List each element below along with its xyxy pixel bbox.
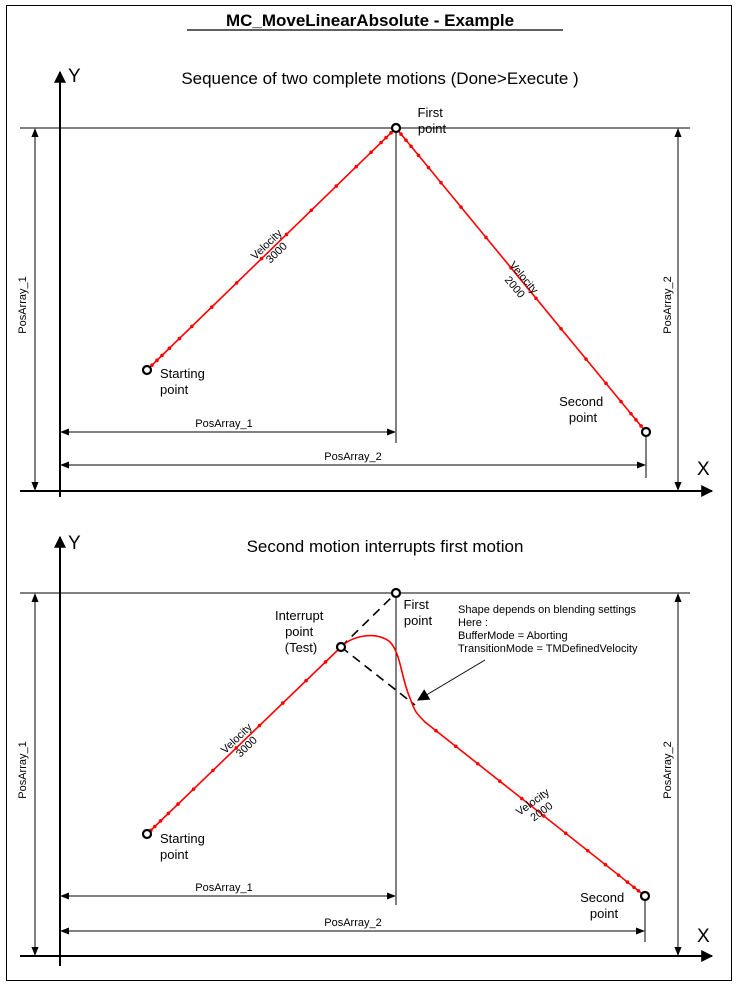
velocity-sample-dot bbox=[604, 381, 608, 386]
panel-2-second-label: Second point bbox=[580, 890, 628, 921]
velocity-sample-dot bbox=[384, 135, 388, 140]
panel-1-second-point bbox=[640, 426, 652, 438]
velocity-sample-dot bbox=[559, 326, 563, 331]
panel-2-interrupt-label: Interrupt point (Test) bbox=[275, 608, 327, 655]
panel-1-dim-y2-label: PosArray_2 bbox=[662, 276, 674, 333]
panel-2-starting-point bbox=[141, 828, 153, 840]
panel-1-velocity-samples bbox=[150, 131, 643, 428]
panel-1-second-label: Second point bbox=[559, 394, 607, 425]
velocity-sample-dot bbox=[176, 802, 180, 806]
velocity-sample-dot bbox=[416, 153, 421, 158]
panel-2: Second motion interrupts first motion Y … bbox=[17, 533, 714, 966]
velocity-sample-dot bbox=[632, 885, 636, 890]
velocity-sample-dot bbox=[160, 353, 164, 358]
velocity-sample-dot bbox=[498, 779, 502, 783]
panel-1-dim-x2-label: PosArray_2 bbox=[324, 451, 381, 463]
velocity-sample-dot bbox=[520, 796, 524, 801]
panel-2-planned-path-to-second bbox=[340, 646, 416, 706]
panel-2-x-axis-label: X bbox=[697, 926, 710, 947]
velocity-sample-dot bbox=[459, 205, 463, 209]
panel-2-dim-x2-label: PosArray_2 bbox=[324, 917, 381, 929]
velocity-sample-dot bbox=[190, 324, 194, 329]
velocity-sample-dot bbox=[534, 296, 538, 301]
velocity-sample-dot bbox=[584, 357, 588, 361]
panel-1-dim-x1-label: PosArray_1 bbox=[195, 418, 252, 430]
velocity-sample-dot bbox=[155, 358, 159, 363]
velocity-sample-dot bbox=[259, 256, 264, 261]
panel-2-planned-path-to-first bbox=[340, 592, 397, 648]
velocity-sample-dot bbox=[334, 184, 339, 188]
velocity-sample-dot bbox=[281, 701, 285, 705]
velocity-sample-dot bbox=[564, 831, 568, 836]
velocity-sample-dot bbox=[354, 164, 358, 169]
velocity-sample-dot bbox=[625, 880, 630, 884]
velocity-sample-dot bbox=[454, 744, 458, 749]
velocity-sample-dot bbox=[484, 235, 488, 240]
velocity-sample-dot bbox=[209, 305, 214, 309]
panel-2-interrupt-point bbox=[335, 641, 347, 653]
panel-2-subtitle: Second motion interrupts first motion bbox=[247, 537, 524, 556]
velocity-sample-dot bbox=[166, 811, 171, 816]
panel-2-dim-y2-label: PosArray_2 bbox=[662, 741, 674, 798]
panel-1: Sequence of two complete motions (Done>E… bbox=[17, 66, 714, 497]
panel-2-blending-note: Shape depends on blending settings Here … bbox=[458, 604, 639, 655]
velocity-sample-dot bbox=[586, 848, 590, 853]
panel-1-first-point bbox=[390, 122, 402, 134]
panel-2-dim-y1-label: PosArray_1 bbox=[17, 741, 29, 798]
panel-2-note-arrow bbox=[416, 659, 486, 701]
velocity-sample-dot bbox=[284, 232, 289, 237]
panel-2-velocity-2-label: Velocity 2000 bbox=[514, 785, 562, 829]
velocity-sample-dot bbox=[426, 165, 431, 170]
panel-1-first-label: First point bbox=[418, 105, 447, 136]
velocity-sample-dot bbox=[152, 824, 157, 829]
velocity-sample-dot bbox=[434, 728, 438, 733]
panel-1-dim-y1-label: PosArray_1 bbox=[17, 276, 29, 333]
velocity-sample-dot bbox=[177, 336, 182, 341]
velocity-sample-dot bbox=[634, 418, 638, 422]
velocity-sample-dot bbox=[639, 424, 643, 428]
panel-1-starting-point bbox=[141, 364, 153, 376]
velocity-sample-dot bbox=[629, 411, 633, 416]
panel-2-dim-x1-label: PosArray_1 bbox=[195, 882, 252, 894]
velocity-sample-dot bbox=[150, 363, 154, 367]
velocity-sample-dot bbox=[439, 180, 443, 185]
velocity-sample-dot bbox=[234, 746, 239, 750]
velocity-sample-dot bbox=[369, 150, 373, 154]
panel-1-x-axis-label: X bbox=[697, 459, 710, 480]
panel-2-velocity-samples bbox=[149, 660, 645, 897]
velocity-sample-dot bbox=[304, 678, 308, 683]
velocity-sample-dot bbox=[616, 873, 621, 877]
diagram-title: MC_MoveLinearAbsolute - Example bbox=[226, 11, 514, 30]
velocity-sample-dot bbox=[191, 787, 196, 791]
velocity-sample-dot bbox=[476, 761, 480, 766]
velocity-sample-dot bbox=[309, 208, 314, 213]
velocity-sample-dot bbox=[409, 144, 413, 149]
panel-1-starting-label: Starting point bbox=[160, 366, 208, 397]
velocity-sample-dot bbox=[389, 131, 393, 135]
panel-1-subtitle: Sequence of two complete motions (Done>E… bbox=[181, 69, 578, 88]
velocity-sample-dot bbox=[509, 266, 513, 270]
velocity-sample-dot bbox=[636, 888, 641, 893]
velocity-sample-dot bbox=[257, 723, 262, 728]
velocity-sample-dot bbox=[167, 346, 172, 351]
panel-2-y-axis-label: Y bbox=[68, 533, 81, 554]
velocity-sample-dot bbox=[211, 768, 215, 773]
velocity-sample-dot bbox=[399, 132, 403, 136]
panel-2-first-point bbox=[390, 587, 402, 599]
velocity-sample-dot bbox=[323, 660, 328, 664]
panel-2-blend-curve bbox=[340, 634, 646, 897]
velocity-sample-dot bbox=[234, 281, 239, 285]
panel-1-y-axis-label: Y bbox=[68, 66, 81, 87]
diagram-frame bbox=[6, 5, 732, 981]
velocity-sample-dot bbox=[158, 819, 163, 823]
velocity-sample-dot bbox=[404, 138, 408, 142]
panel-2-starting-label: Starting point bbox=[160, 831, 208, 862]
panel-2-first-label: First point bbox=[404, 597, 433, 628]
panel-2-second-point bbox=[639, 890, 651, 902]
velocity-sample-dot bbox=[542, 814, 546, 818]
velocity-sample-dot bbox=[379, 140, 383, 145]
velocity-sample-dot bbox=[603, 862, 608, 867]
velocity-sample-dot bbox=[619, 399, 623, 404]
